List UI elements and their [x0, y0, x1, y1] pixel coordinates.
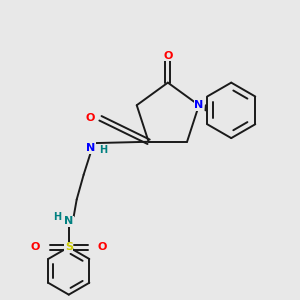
Text: H: H: [100, 145, 108, 155]
Text: O: O: [163, 51, 172, 61]
Text: H: H: [53, 212, 61, 222]
Text: N: N: [194, 100, 204, 110]
Text: S: S: [65, 242, 73, 252]
Text: O: O: [85, 113, 94, 123]
Text: N: N: [86, 143, 95, 153]
Text: O: O: [31, 242, 40, 252]
Text: N: N: [64, 216, 74, 226]
Text: O: O: [98, 242, 107, 252]
